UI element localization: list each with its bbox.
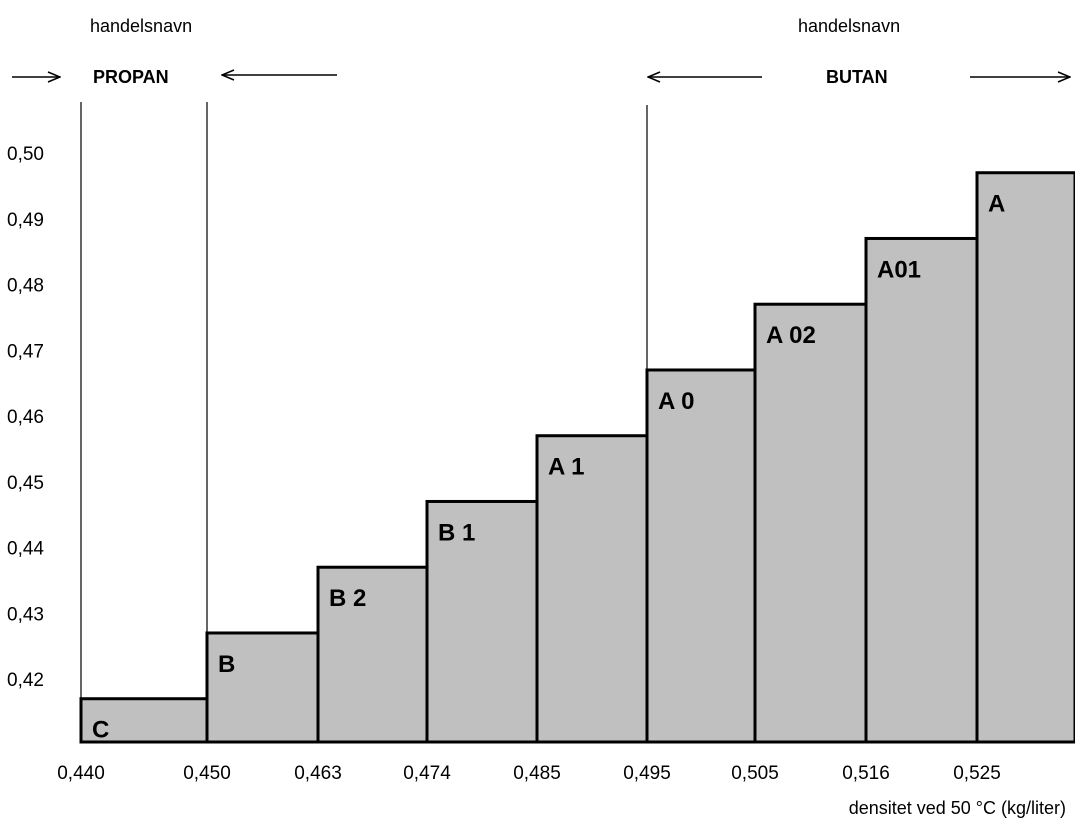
bars-group <box>79 171 1075 744</box>
labels-group: C B B 2 B 1 A 1 A 0 A 02 A01 A 0,50 0,49 0,48 0,47 0,… <box>7 144 1066 818</box>
step-label: A 02 <box>766 322 816 349</box>
step-bar <box>205 631 320 744</box>
propan-header-label: handelsnavn <box>90 16 193 36</box>
propan-trade-name: PROPAN <box>93 67 169 87</box>
step-bar <box>753 302 868 744</box>
x-tick-label: 0,525 <box>953 763 1001 784</box>
x-tick-label: 0,505 <box>731 763 779 784</box>
x-tick-label: 0,440 <box>57 763 105 784</box>
step-bar <box>535 434 649 744</box>
y-tick-label: 0,45 <box>7 473 44 494</box>
x-tick-label: 0,495 <box>623 763 671 784</box>
step-bar <box>425 499 539 744</box>
y-tick-label: 0,50 <box>7 144 44 165</box>
step-label: C <box>92 717 109 744</box>
x-tick-label: 0,463 <box>294 763 342 784</box>
step-label: B 2 <box>329 585 366 612</box>
step-label: A 1 <box>548 454 584 481</box>
step-bar <box>975 171 1075 744</box>
x-tick-label: 0,516 <box>842 763 890 784</box>
x-axis-title: densitet ved 50 °C (kg/liter) <box>849 798 1066 818</box>
x-tick-label: 0,485 <box>513 763 561 784</box>
step-bar <box>864 236 979 744</box>
step-label: A 0 <box>658 388 694 415</box>
y-tick-label: 0,43 <box>7 604 44 625</box>
y-tick-label: 0,49 <box>7 210 44 231</box>
step-label: B <box>218 651 235 678</box>
y-tick-label: 0,44 <box>7 539 44 560</box>
y-tick-label: 0,46 <box>7 407 44 428</box>
y-tick-label: 0,47 <box>7 341 44 362</box>
y-tick-label: 0,48 <box>7 276 44 297</box>
x-tick-label: 0,474 <box>403 763 451 784</box>
range-dividers <box>80 102 648 699</box>
step-bar <box>79 697 209 744</box>
y-tick-label: 0,42 <box>7 670 44 691</box>
x-tick-label: 0,450 <box>183 763 231 784</box>
butan-trade-name: BUTAN <box>826 67 888 87</box>
step-label: A01 <box>877 256 921 283</box>
step-label: B 1 <box>438 519 475 546</box>
step-label: A <box>988 191 1005 218</box>
butan-header-label: handelsnavn <box>798 16 901 36</box>
step-bar <box>645 368 757 744</box>
